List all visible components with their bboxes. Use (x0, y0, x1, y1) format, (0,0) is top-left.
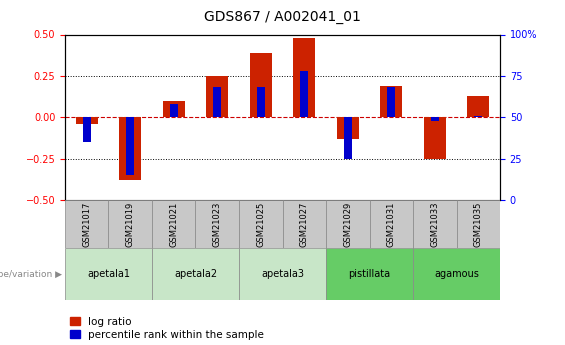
Bar (326, 200, 370, 248)
Bar (65, 248, 152, 300)
Text: GSM21029: GSM21029 (344, 201, 352, 247)
Text: GSM21017: GSM21017 (82, 201, 91, 247)
Bar (431, 117, 438, 121)
Bar (457, 200, 500, 248)
Bar (108, 200, 152, 248)
Text: apetala2: apetala2 (174, 269, 217, 279)
Text: GSM21023: GSM21023 (213, 201, 221, 247)
Bar (65, 200, 108, 248)
Bar (239, 248, 326, 300)
Text: GSM21035: GSM21035 (474, 201, 483, 247)
Bar (152, 248, 239, 300)
Text: GSM21031: GSM21031 (387, 201, 396, 247)
Bar (301, 71, 308, 117)
Text: apetala1: apetala1 (87, 269, 130, 279)
Bar (467, 96, 489, 117)
Bar (83, 117, 90, 142)
Bar (214, 88, 221, 117)
Text: GSM21033: GSM21033 (431, 201, 439, 247)
Bar (380, 86, 402, 117)
Bar (424, 117, 446, 159)
Legend: log ratio, percentile rank within the sample: log ratio, percentile rank within the sa… (70, 317, 264, 340)
Bar (250, 53, 272, 117)
Text: GSM21021: GSM21021 (170, 201, 178, 247)
Text: GSM21025: GSM21025 (257, 201, 265, 247)
Text: GDS867 / A002041_01: GDS867 / A002041_01 (204, 10, 361, 24)
Text: agamous: agamous (434, 269, 479, 279)
Text: genotype/variation ▶: genotype/variation ▶ (0, 270, 62, 279)
Bar (337, 117, 359, 139)
Bar (195, 200, 239, 248)
Bar (293, 38, 315, 117)
Bar (326, 248, 413, 300)
Bar (163, 101, 185, 117)
Bar (239, 200, 282, 248)
Bar (76, 117, 98, 124)
Bar (282, 200, 326, 248)
Bar (127, 117, 134, 175)
Bar (388, 88, 395, 117)
Text: GSM21027: GSM21027 (300, 201, 308, 247)
Bar (370, 200, 413, 248)
Bar (170, 104, 177, 117)
Bar (413, 248, 500, 300)
Bar (206, 76, 228, 117)
Bar (257, 88, 264, 117)
Bar (119, 117, 141, 180)
Text: GSM21019: GSM21019 (126, 201, 134, 247)
Bar (475, 116, 482, 117)
Bar (152, 200, 195, 248)
Bar (413, 200, 457, 248)
Text: pistillata: pistillata (349, 269, 390, 279)
Text: apetala3: apetala3 (261, 269, 304, 279)
Bar (344, 117, 351, 159)
